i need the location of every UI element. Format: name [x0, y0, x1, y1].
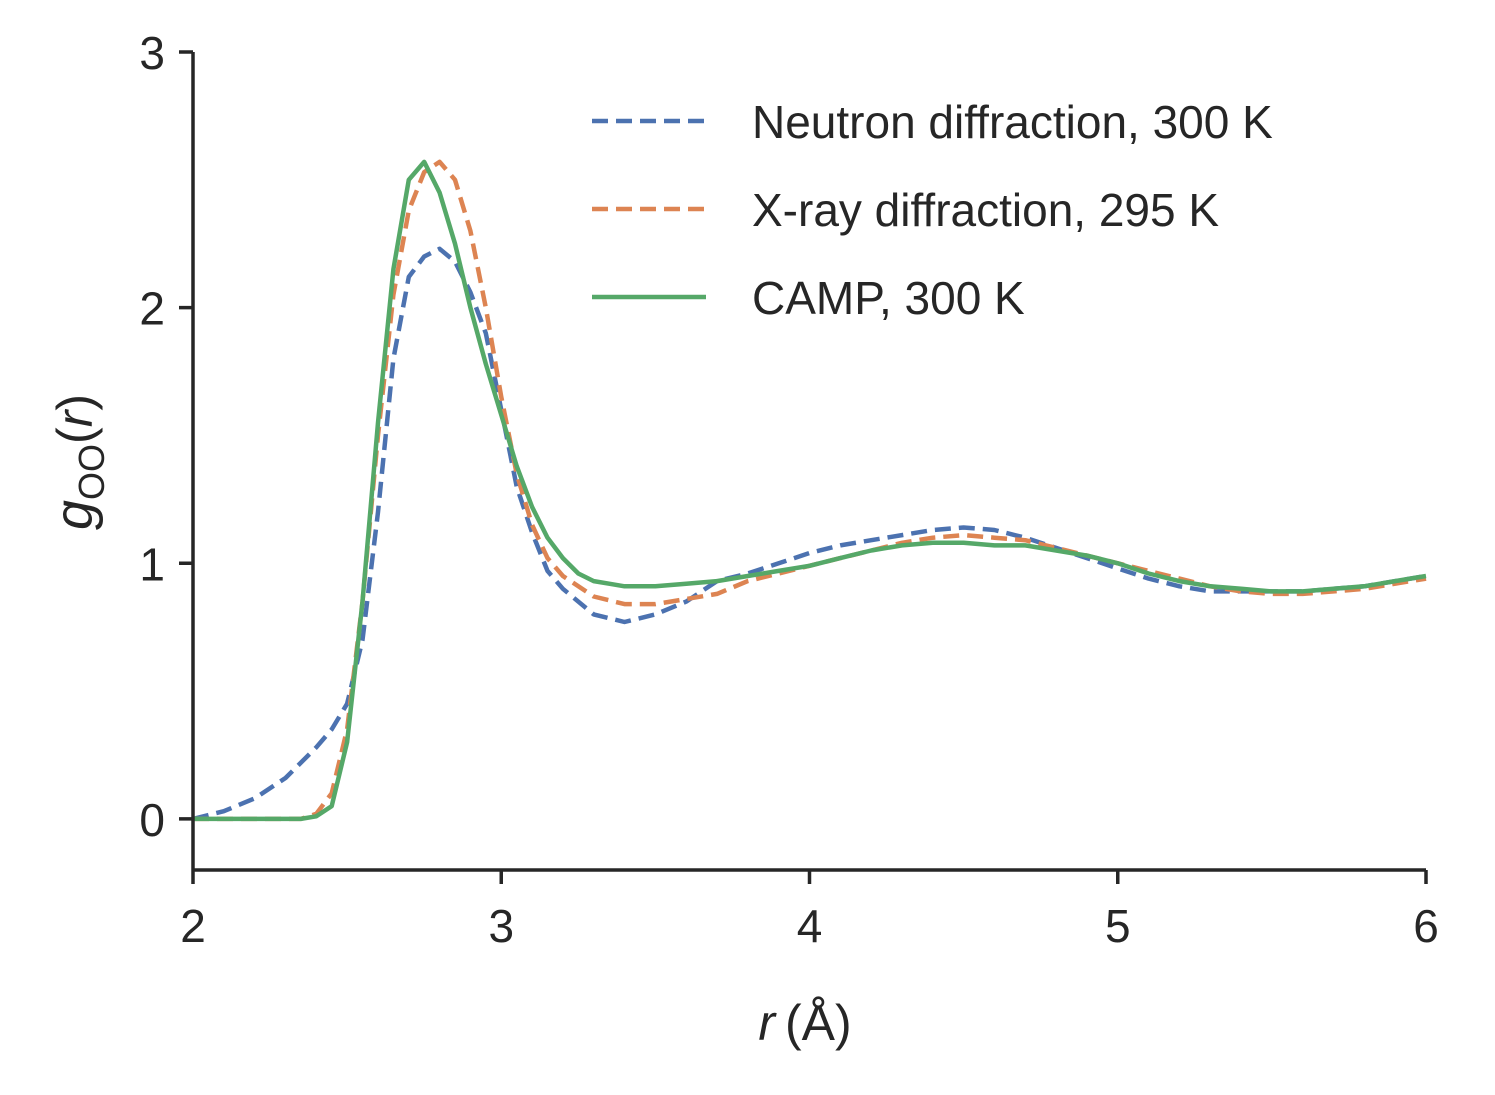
legend: Neutron diffraction, 300 K X-ray diffract… [592, 96, 1273, 324]
series-line-1 [192, 246, 1427, 822]
x-tick-label: 6 [1413, 900, 1439, 952]
x-axis-label: r (Å) [758, 995, 851, 1051]
y-ticks: 0 1 2 3 [139, 27, 193, 846]
y-axis-var: g [44, 500, 104, 530]
y-axis-label: gOO(r) [44, 394, 112, 530]
y-axis-subscript: OO [71, 444, 112, 500]
legend-label-1: Neutron diffraction, 300 K [752, 96, 1273, 148]
x-tick-label: 3 [488, 900, 514, 952]
y-axis-open-paren: ( [47, 427, 103, 444]
y-axis-close-paren: ) [47, 394, 103, 411]
axes [191, 52, 1426, 872]
legend-label-3: CAMP, 300 K [752, 272, 1025, 324]
y-tick-label: 2 [139, 283, 165, 335]
x-ticks: 2 3 4 5 6 [180, 870, 1439, 952]
x-axis-unit: (Å) [785, 995, 852, 1051]
x-tick-label: 4 [797, 900, 823, 952]
x-tick-label: 2 [180, 900, 206, 952]
y-tick-label: 3 [139, 27, 165, 79]
plot-lines [192, 159, 1427, 822]
legend-label-2: X-ray diffraction, 295 K [752, 184, 1219, 236]
x-axis-var: r [758, 995, 777, 1051]
series-line-3 [193, 159, 1427, 822]
y-axis-arg: r [47, 408, 103, 427]
y-tick-label: 1 [139, 538, 165, 590]
y-tick-label: 0 [139, 794, 165, 846]
x-tick-label: 5 [1105, 900, 1131, 952]
